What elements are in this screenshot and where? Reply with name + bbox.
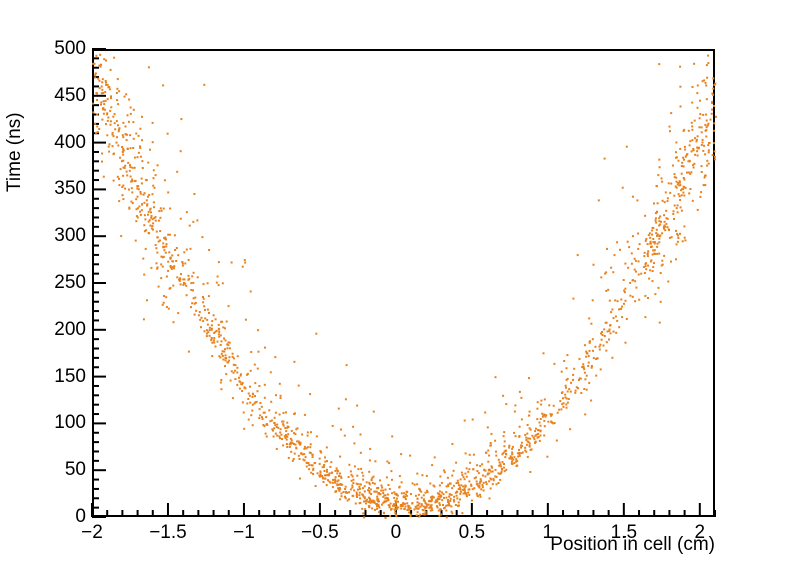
y-tick-label: 250: [54, 272, 86, 293]
x-axis-title-text: Position in cell (cm): [550, 534, 715, 555]
x-tick-label: 1: [542, 522, 554, 543]
y-tick-label: 400: [54, 131, 86, 153]
y-tick-label: 0: [75, 506, 86, 527]
y-tick-label: 450: [54, 84, 86, 106]
y-tick-label: 200: [54, 318, 86, 340]
x-tick-label: 0: [390, 522, 402, 543]
x-tick-label: −1.5: [149, 522, 187, 543]
y-axis-title-text: Time (ns): [4, 112, 25, 192]
plot-frame: [92, 49, 715, 517]
y-tick-label: 300: [54, 225, 86, 247]
x-axis-title: Position in cell (cm): [400, 534, 715, 556]
x-tick-label: −2: [81, 522, 103, 543]
x-tick-label: 0.5: [458, 522, 486, 543]
y-tick-label: 350: [54, 178, 86, 200]
y-axis-title: Time (ns): [2, 46, 28, 196]
x-tick-label: 1.5: [610, 522, 638, 543]
y-tick-label: 500: [54, 38, 86, 59]
x-tick-label: 2: [694, 522, 706, 543]
y-tick-label: 50: [64, 459, 86, 481]
x-tick-label: −1: [233, 522, 255, 543]
x-tick-label: −0.5: [301, 522, 339, 543]
y-tick-label: 150: [54, 365, 86, 387]
y-tick-label: 100: [54, 412, 86, 434]
